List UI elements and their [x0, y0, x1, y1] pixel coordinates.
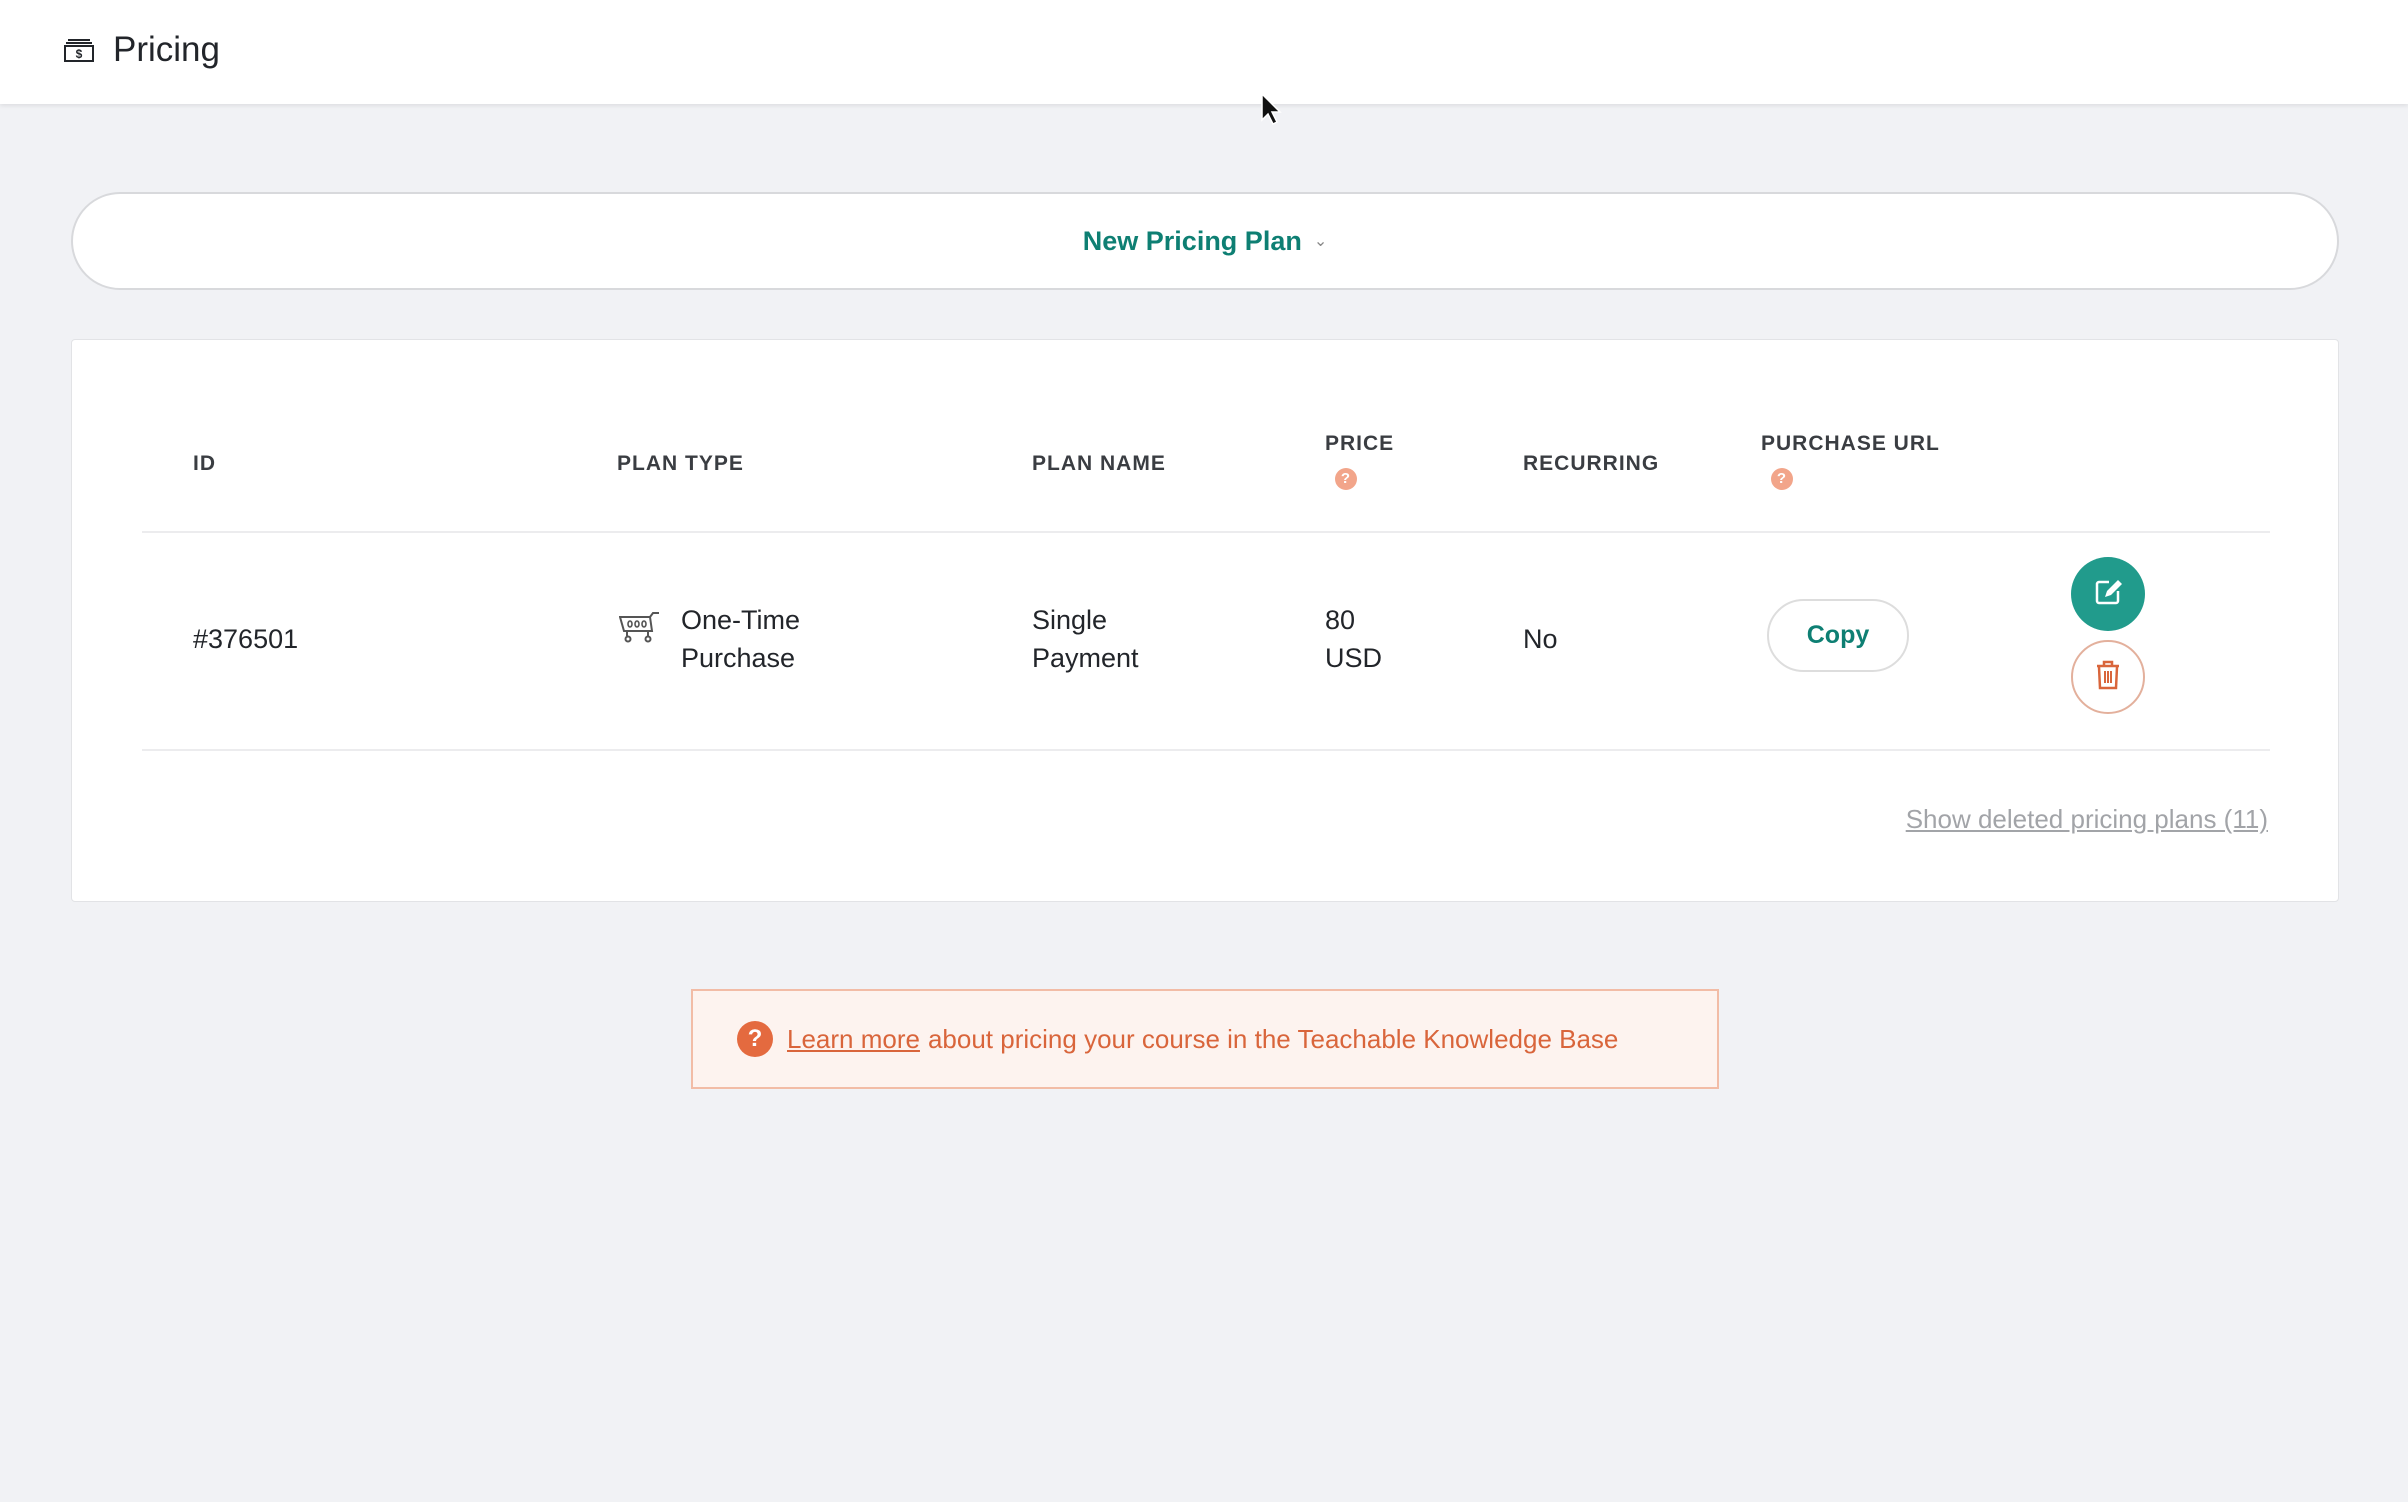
new-pricing-plan-label: New Pricing Plan — [1082, 225, 1302, 256]
plan-type: One-Time Purchase — [681, 601, 800, 677]
page-title: Pricing — [113, 30, 220, 69]
row-divider — [142, 749, 2270, 751]
column-header-purchase-url: PURCHASE URL? — [1761, 432, 1940, 490]
pricing-plans-card: ID PLAN TYPE PLAN NAME PRICE? RECURRING … — [71, 339, 2339, 902]
delete-button[interactable] — [2071, 640, 2145, 714]
svg-text:$: $ — [76, 47, 83, 61]
column-header-plan-name: PLAN NAME — [1032, 452, 1166, 475]
column-header-recurring: RECURRING — [1523, 452, 1660, 475]
plan-name-line: Single — [1032, 605, 1108, 635]
header-divider — [142, 531, 2270, 533]
price-header-label: PRICE — [1325, 432, 1395, 455]
learn-more-link[interactable]: Learn more — [787, 1023, 920, 1054]
plan-type-line: Purchase — [681, 643, 796, 673]
plan-type-line: One-Time — [681, 605, 801, 635]
show-deleted-plans-link[interactable]: Show deleted pricing plans (11) — [1905, 804, 2268, 834]
plan-id: #376501 — [193, 624, 299, 654]
column-header-plan-type: PLAN TYPE — [617, 452, 744, 475]
plan-name-line: Payment — [1032, 643, 1139, 673]
plan-name: Single Payment — [1032, 601, 1139, 677]
price-currency: USD — [1325, 643, 1383, 673]
knowledge-base-info: ? Learn more about pricing your course i… — [691, 989, 1719, 1089]
price-amount: 80 — [1325, 605, 1356, 635]
edit-icon — [2091, 575, 2125, 614]
mouse-cursor-icon — [1260, 92, 1282, 131]
question-icon: ? — [737, 1021, 773, 1057]
column-header-id: ID — [193, 452, 216, 475]
trash-icon — [2095, 660, 2121, 695]
edit-button[interactable] — [2071, 557, 2145, 631]
money-icon: $ — [64, 38, 94, 67]
chevron-down-icon: ⌄ — [1313, 233, 1328, 250]
purchase-url-header-label: PURCHASE URL — [1761, 432, 1940, 455]
plan-recurring: No — [1523, 624, 1558, 654]
help-icon[interactable]: ? — [1335, 468, 1357, 490]
column-header-price: PRICE? — [1325, 432, 1394, 490]
info-text: about pricing your course in the Teachab… — [927, 1023, 1619, 1054]
plan-price: 80 USD — [1325, 601, 1382, 677]
help-icon[interactable]: ? — [1771, 468, 1793, 490]
shopping-cart-icon — [618, 611, 661, 648]
new-pricing-plan-button[interactable]: New Pricing Plan ⌄ — [71, 192, 2339, 290]
page-header: $ Pricing — [0, 0, 2408, 104]
copy-url-button[interactable]: Copy — [1767, 599, 1909, 672]
